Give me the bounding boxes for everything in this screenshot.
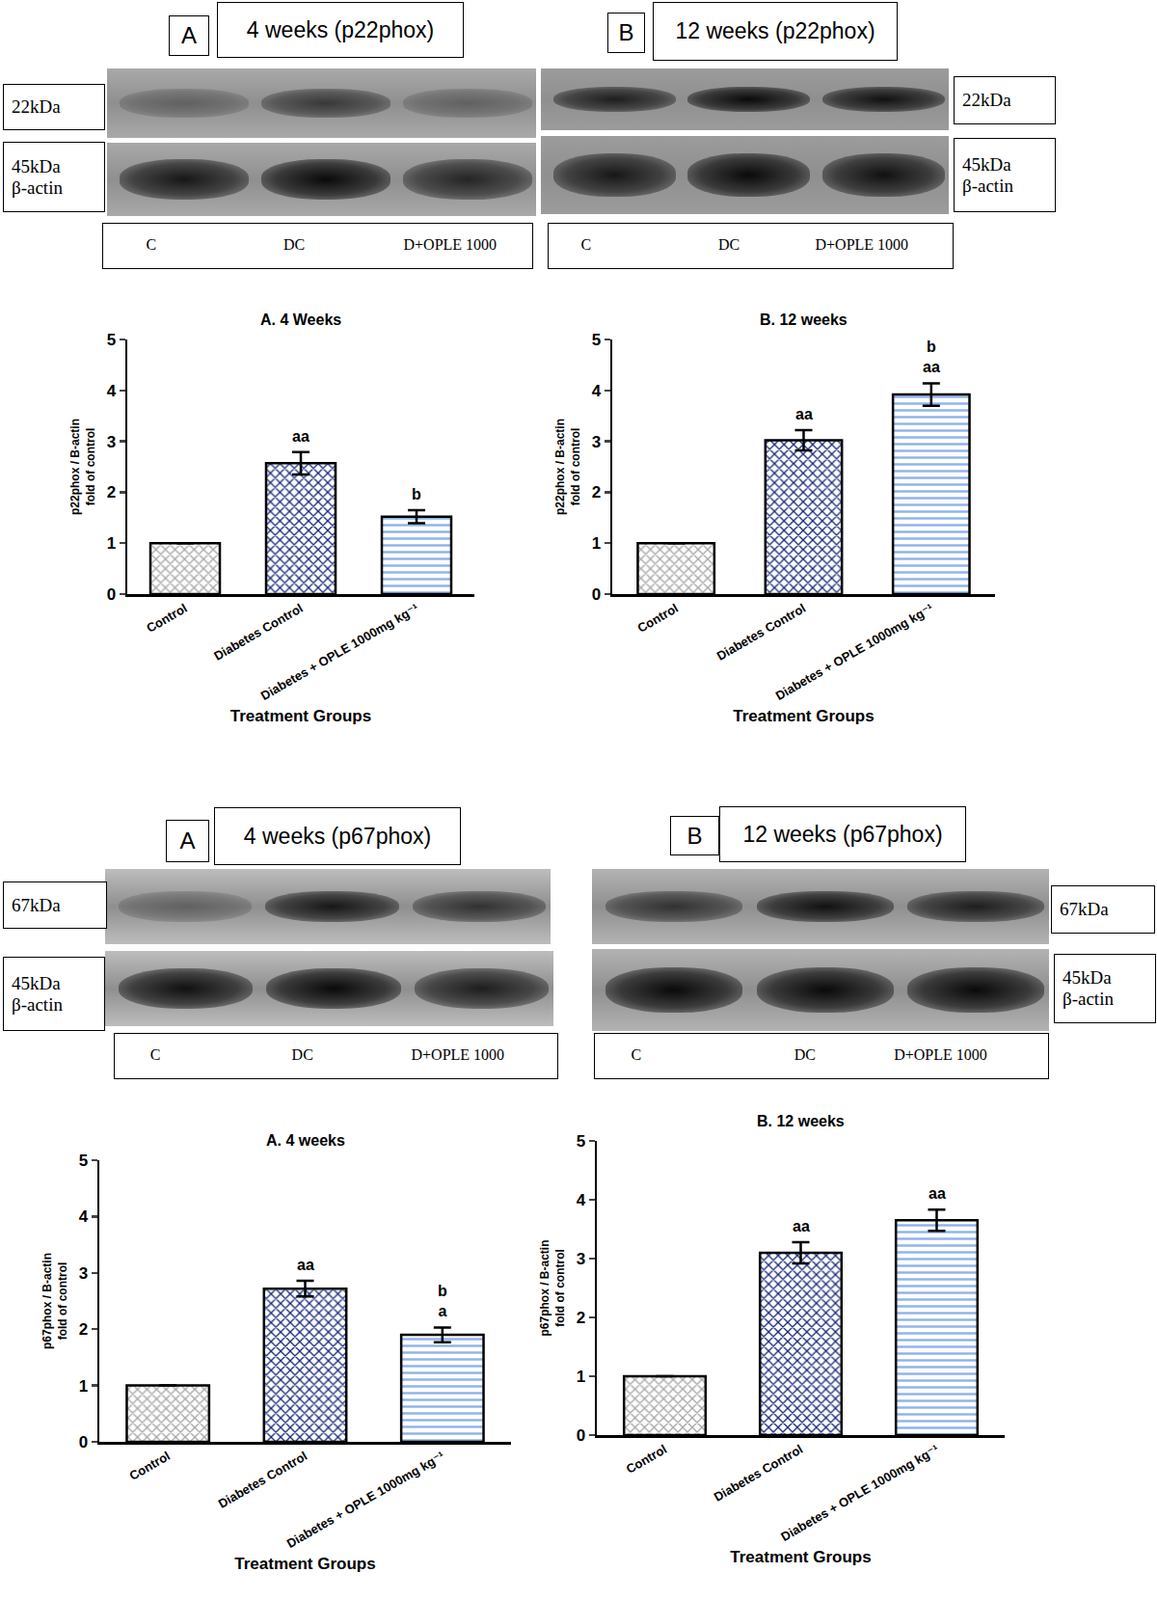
svg-text:p22phox / B-actinfold of contr: p22phox / B-actinfold of control bbox=[68, 418, 98, 515]
svg-text:3: 3 bbox=[79, 1264, 88, 1283]
svg-text:aa: aa bbox=[296, 1256, 315, 1273]
svg-text:1: 1 bbox=[107, 534, 116, 553]
svg-text:5: 5 bbox=[107, 330, 116, 350]
html-text:DC: DC bbox=[291, 1046, 314, 1063]
html-text:45kDa: 45kDa bbox=[11, 972, 61, 993]
svg-text:B. 12 weeks: B. 12 weeks bbox=[756, 1112, 845, 1130]
html-text:C: C bbox=[146, 236, 157, 253]
svg-text:aa: aa bbox=[792, 1217, 810, 1235]
svg-text:A. 4 Weeks: A. 4 Weeks bbox=[260, 311, 342, 328]
svg-text:Treatment Groups: Treatment Groups bbox=[234, 1554, 376, 1573]
html-text:C: C bbox=[631, 1046, 642, 1063]
svg-text:Diabetes Control: Diabetes Control bbox=[711, 1441, 807, 1505]
html-text:β-actin: β-actin bbox=[11, 993, 63, 1014]
svg-text:Diabetes + OPLE 1000mg kg⁻¹: Diabetes + OPLE 1000mg kg⁻¹ bbox=[258, 600, 422, 703]
svg-text:Diabetes + OPLE 1000mg kg⁻¹: Diabetes + OPLE 1000mg kg⁻¹ bbox=[773, 600, 937, 703]
svg-text:0: 0 bbox=[79, 1432, 88, 1452]
html-text:DC: DC bbox=[794, 1046, 816, 1063]
svg-text:3: 3 bbox=[107, 432, 116, 452]
svg-text:Diabetes Control: Diabetes Control bbox=[211, 600, 306, 664]
html-text:D+OPLE 1000: D+OPLE 1000 bbox=[411, 1046, 505, 1063]
html-text:DC: DC bbox=[718, 236, 740, 253]
html-text:B: B bbox=[618, 19, 634, 46]
svg-text:B. 12 weeks: B. 12 weeks bbox=[759, 311, 848, 328]
svg-text:2: 2 bbox=[576, 1308, 586, 1327]
svg-text:Diabetes + OPLE 1000mg kg⁻¹: Diabetes + OPLE 1000mg kg⁻¹ bbox=[778, 1441, 942, 1544]
svg-text:aa: aa bbox=[292, 428, 310, 445]
html-text:D+OPLE 1000: D+OPLE 1000 bbox=[403, 236, 497, 253]
html-text:A: A bbox=[181, 22, 197, 49]
html-text:4 weeks (p22phox): 4 weeks (p22phox) bbox=[246, 17, 435, 43]
svg-text:Treatment Groups: Treatment Groups bbox=[230, 706, 372, 726]
svg-text:Control: Control bbox=[126, 1448, 173, 1483]
svg-text:4: 4 bbox=[576, 1190, 587, 1210]
svg-text:5: 5 bbox=[79, 1151, 88, 1170]
html-text:β-actin: β-actin bbox=[11, 176, 63, 198]
svg-text:Diabetes Control: Diabetes Control bbox=[215, 1448, 311, 1511]
svg-text:0: 0 bbox=[591, 585, 601, 604]
svg-text:Diabetes + OPLE 1000mg kg⁻¹: Diabetes + OPLE 1000mg kg⁻¹ bbox=[284, 1448, 448, 1551]
svg-text:b: b bbox=[411, 485, 422, 503]
html-text:12 weeks (p67phox): 12 weeks (p67phox) bbox=[742, 821, 943, 847]
svg-text:ba: ba bbox=[437, 1282, 448, 1319]
html-text:45kDa: 45kDa bbox=[1062, 967, 1112, 988]
svg-text:5: 5 bbox=[576, 1131, 586, 1151]
svg-text:0: 0 bbox=[576, 1426, 586, 1445]
html-text:β-actin: β-actin bbox=[962, 174, 1014, 196]
html-text:B: B bbox=[686, 822, 703, 849]
svg-text:Control: Control bbox=[623, 1441, 671, 1477]
svg-text:aa: aa bbox=[795, 405, 813, 423]
html-text:C: C bbox=[580, 236, 592, 253]
svg-text:1: 1 bbox=[591, 534, 601, 553]
svg-text:baa: baa bbox=[922, 338, 941, 376]
svg-text:A. 4 weeks: A. 4 weeks bbox=[266, 1131, 346, 1149]
html-text:D+OPLE 1000: D+OPLE 1000 bbox=[815, 236, 909, 253]
svg-text:p67phox / B-actinfold of contr: p67phox / B-actinfold of control bbox=[40, 1252, 70, 1349]
svg-text:5: 5 bbox=[591, 330, 601, 350]
svg-text:4: 4 bbox=[591, 381, 602, 401]
html-text:β-actin: β-actin bbox=[1062, 988, 1114, 1009]
svg-text:4: 4 bbox=[79, 1207, 89, 1226]
html-text:45kDa: 45kDa bbox=[962, 153, 1012, 175]
html-text:22kDa: 22kDa bbox=[11, 96, 61, 117]
html-text:4 weeks (p67phox): 4 weeks (p67phox) bbox=[243, 823, 432, 849]
svg-text:4: 4 bbox=[107, 381, 117, 401]
svg-text:2: 2 bbox=[591, 483, 601, 502]
html-text:67kDa: 67kDa bbox=[1059, 898, 1109, 919]
svg-text:1: 1 bbox=[576, 1367, 586, 1386]
svg-text:1: 1 bbox=[79, 1376, 88, 1396]
html-text:DC: DC bbox=[283, 236, 305, 253]
svg-text:Treatment Groups: Treatment Groups bbox=[729, 1547, 871, 1566]
svg-text:p22phox / B-actinfold of contr: p22phox / B-actinfold of control bbox=[553, 418, 583, 515]
html-text:12 weeks (p22phox): 12 weeks (p22phox) bbox=[675, 18, 876, 44]
svg-text:0: 0 bbox=[107, 585, 116, 604]
svg-text:Treatment Groups: Treatment Groups bbox=[732, 706, 874, 726]
svg-text:Diabetes Control: Diabetes Control bbox=[714, 600, 809, 664]
svg-text:2: 2 bbox=[79, 1319, 88, 1339]
svg-text:Control: Control bbox=[143, 600, 190, 636]
html-text:22kDa: 22kDa bbox=[962, 89, 1012, 111]
svg-text:Control: Control bbox=[634, 600, 681, 636]
svg-text:3: 3 bbox=[576, 1249, 586, 1268]
svg-text:2: 2 bbox=[107, 483, 116, 502]
html-text:C: C bbox=[150, 1046, 161, 1063]
html-text:D+OPLE 1000: D+OPLE 1000 bbox=[893, 1046, 988, 1063]
html-text:67kDa: 67kDa bbox=[11, 894, 61, 915]
html-text:A: A bbox=[179, 827, 196, 854]
html-text:45kDa: 45kDa bbox=[11, 155, 61, 177]
svg-text:p67phox / B-actinfold of contr: p67phox / B-actinfold of control bbox=[538, 1238, 567, 1336]
svg-text:aa: aa bbox=[928, 1184, 946, 1202]
svg-text:3: 3 bbox=[591, 432, 601, 452]
